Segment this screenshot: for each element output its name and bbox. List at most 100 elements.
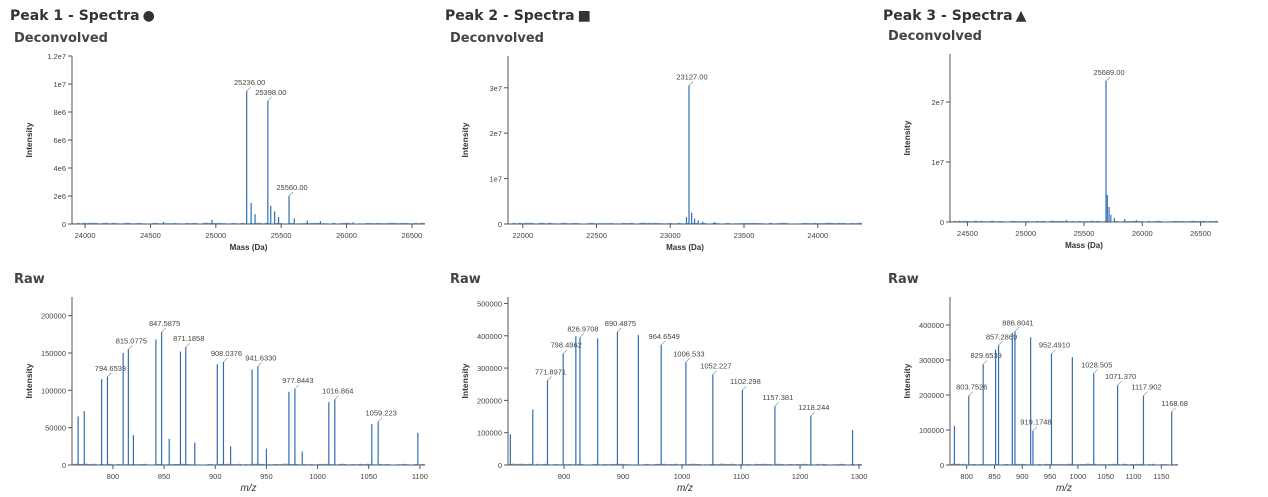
p3-deconv-y-axis-label: Intensity	[902, 120, 912, 155]
p3-raw-y-tick-label: 300000	[919, 356, 944, 365]
p2-raw-peak-label: 1218.244	[798, 403, 829, 412]
p3-raw-x-tick-label: 1050	[1097, 472, 1114, 481]
p2-raw-y-tick-label: 400000	[477, 332, 502, 341]
p3-deconv-x-axis-label: Mass (Da)	[1065, 241, 1103, 250]
p1-deconv-x-axis-label: Mass (Da)	[230, 243, 268, 252]
p1-deconv-y-tick-label: 1.2e7	[47, 52, 66, 61]
p2-raw-y-axis-label: Intensity	[460, 363, 470, 398]
p3-raw-baseline-trace	[949, 463, 1179, 466]
p2-deconv-x-tick-label: 24000	[807, 231, 828, 240]
deconvolved-label-2: Deconvolved	[450, 31, 544, 46]
p1-raw-y-tick-label: 0	[62, 461, 66, 470]
p1-raw-peak-label-leader	[161, 327, 166, 333]
p1-raw-peak-label: 1016.864	[322, 386, 353, 395]
raw-label-1: Raw	[14, 272, 45, 287]
p2-raw-x-tick-label: 900	[617, 472, 630, 481]
p3-deconv-x-tick-label: 25000	[1015, 229, 1036, 238]
p1-raw-peak-label: 871.1858	[173, 334, 204, 343]
p2-raw-peak-label: 1102.298	[730, 377, 761, 386]
p3-raw-peak-label-leader	[998, 341, 1003, 346]
p2-deconv-x-tick-label: 23500	[734, 231, 755, 240]
p1-raw-x-tick-label: 1100	[412, 472, 428, 481]
p3-raw-y-tick-label: 200000	[919, 391, 944, 400]
panel-title-1: Peak 1 - Spectra ●	[10, 8, 155, 24]
p2-deconv-peak-label: 23127.00	[676, 73, 707, 82]
p1-deconv-baseline-trace	[71, 222, 426, 225]
p2-raw-peak-label: 1157.381	[763, 393, 794, 402]
p1-raw-peak-label-leader	[185, 342, 190, 348]
p1-raw-peak-label: 815.0775	[116, 336, 147, 345]
p1-raw-x-tick-label: 900	[209, 472, 222, 481]
p3-deconv-x-tick-label: 24500	[957, 229, 978, 238]
p2-raw-x-tick-label: 800	[558, 472, 571, 481]
p1-raw-y-tick-label: 150000	[41, 349, 66, 358]
p3-raw-x-tick-label: 900	[1016, 472, 1029, 481]
p2-raw-peak-label: 798.4962	[551, 341, 582, 350]
p1-raw-peak-label-leader	[334, 395, 340, 400]
p2-deconv-peak-label-leader	[688, 81, 694, 86]
p1-deconv-y-tick-label: 6e6	[53, 136, 66, 145]
p2-raw-peak-label-leader	[617, 327, 622, 333]
p2-deconv-x-tick-label: 23000	[660, 231, 681, 240]
p3-deconv-peak-label: 25689.00	[1093, 68, 1124, 77]
p1-deconv-x-tick-label: 25500	[271, 231, 292, 240]
p2-deconv-x-axis-label: Mass (Da)	[666, 243, 704, 252]
p3-raw-peak-label: 803.7526	[956, 383, 987, 392]
p2-raw-peak-label-leader	[579, 333, 585, 338]
p2-deconv-y-tick-label: 2e7	[489, 129, 502, 138]
p3-raw-y-axis-label: Intensity	[902, 363, 912, 398]
p3-deconv-x-tick-label: 25500	[1074, 229, 1095, 238]
deconvolved-label-3: Deconvolved	[888, 29, 982, 44]
p1-raw-peak-label-leader	[223, 357, 228, 363]
p2-deconv-y-axis-label: Intensity	[460, 122, 470, 157]
p2-raw-peak-label-leader	[742, 385, 747, 391]
panel-title-1-text: Peak 1 - Spectra	[10, 8, 140, 24]
p2-deconv-x-tick-label: 22000	[512, 231, 533, 240]
p1-deconv-x-tick-label: 26000	[336, 231, 357, 240]
p1-raw-peak-label-leader	[257, 362, 263, 367]
p2-raw-x-tick-label: 1000	[674, 472, 691, 481]
p1-deconv-peak-label: 25398.00	[255, 88, 286, 97]
p3-raw-y-tick-label: 0	[940, 461, 944, 470]
p2-raw-peak-label-leader	[810, 411, 816, 417]
p2-raw-x-tick-label: 1100	[733, 472, 749, 481]
p3-raw-peak-label-leader	[1117, 380, 1122, 386]
p3-deconv-peak-label-leader	[1105, 76, 1111, 82]
p2-raw-peak-label: 826.9708	[567, 324, 598, 333]
p1-raw-peak-label: 941.6330	[245, 353, 276, 362]
p1-raw-peak-label: 794.6539	[95, 364, 126, 373]
p1-deconv-y-tick-label: 1e7	[53, 80, 66, 89]
p1-deconv-x-tick-label: 24500	[140, 231, 161, 240]
p1-deconv-x-tick-label: 25000	[205, 231, 226, 240]
p1-deconv-y-tick-label: 2e6	[53, 192, 66, 201]
p1-deconv-x-tick-label: 26500	[401, 231, 422, 240]
p1-raw-y-axis-label: Intensity	[24, 363, 34, 398]
p3-deconv-y-tick-label: 0	[940, 218, 944, 227]
p1-deconv-y-tick-label: 8e6	[53, 108, 66, 117]
p3-raw-y-tick-label: 400000	[919, 321, 944, 330]
p2-raw-peak-label: 890.4875	[605, 319, 636, 328]
p1-deconv-peak-label-leader	[246, 86, 251, 92]
panel-title-3-text: Peak 3 - Spectra	[883, 8, 1013, 24]
p3-raw-x-tick-label: 1150	[1153, 472, 1169, 481]
p2-raw-peak-label-leader	[547, 376, 552, 381]
p3-raw-peak-label: 857.2869	[986, 332, 1017, 341]
p3-raw-x-tick-label: 850	[988, 472, 1001, 481]
p1-deconv-peak-label: 25560.00	[276, 183, 307, 192]
p2-raw-x-tick-label: 1200	[792, 472, 809, 481]
p3-raw-peak-label: 886.8041	[1002, 318, 1033, 327]
p2-raw-y-tick-label: 100000	[477, 429, 502, 438]
p1-raw-peak-label: 908.0376	[211, 349, 242, 358]
p2-raw-peak-label: 1006.533	[673, 349, 704, 358]
p2-raw-y-tick-label: 200000	[477, 396, 502, 405]
p2-deconv-y-tick-label: 1e7	[489, 175, 502, 184]
p3-raw-peak-label-leader	[1093, 369, 1098, 374]
raw-label-2: Raw	[450, 272, 481, 287]
p1-raw-peak-label: 1059.223	[366, 409, 397, 418]
p3-raw-peak-label-leader	[1171, 407, 1176, 413]
p3-deconv-baseline-trace	[949, 220, 1219, 223]
triangle-marker-icon: ▲	[1015, 8, 1027, 24]
p3-raw-x-axis-label: m/z	[1056, 483, 1072, 494]
p2-raw-peak-label: 964.6549	[649, 332, 680, 341]
